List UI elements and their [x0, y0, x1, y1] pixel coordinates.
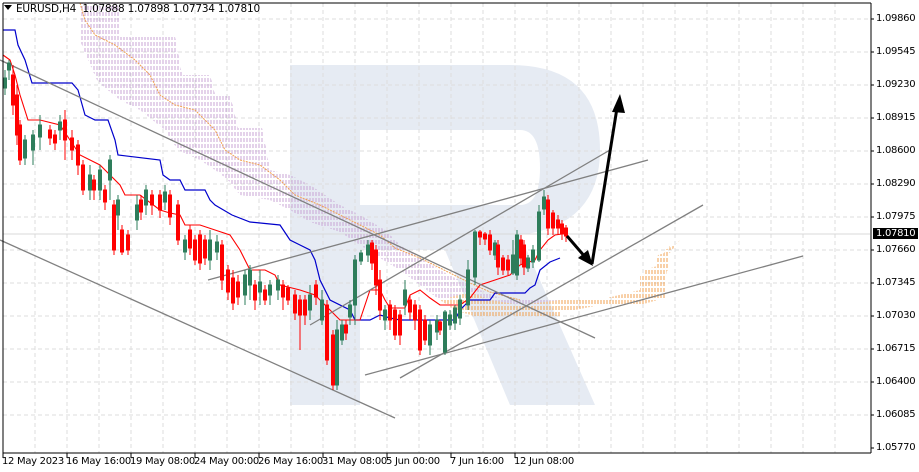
price-label: 1.09230: [876, 79, 916, 90]
ascending-line-1: [309, 149, 611, 326]
time-label: 7 Jun 16:00: [450, 456, 504, 467]
ascending-line-2: [399, 204, 704, 379]
kijun-sen-line: [3, 29, 561, 321]
chart-frame: [2, 2, 872, 454]
arrow-up-head-icon: [612, 94, 625, 113]
current-price-badge: 1.07810: [873, 228, 919, 239]
time-label: 24 May 00:00: [194, 456, 259, 467]
price-label: 1.07975: [876, 211, 916, 222]
price-label: 1.08600: [876, 145, 916, 156]
forecast-arrows: [565, 94, 625, 266]
price-label: 1.06715: [876, 343, 916, 354]
price-label: 1.06400: [876, 376, 916, 387]
candlesticks: [3, 60, 568, 390]
support-line: [364, 255, 804, 376]
symbol-label: EURUSD,H4: [16, 3, 77, 15]
arrow-up-leg: [590, 107, 619, 265]
time-label: 31 May 08:00: [322, 456, 387, 467]
time-label: 19 May 08:00: [130, 456, 195, 467]
time-label: 5 Jun 00:00: [386, 456, 440, 467]
price-label: 1.07345: [876, 277, 916, 288]
price-label: 1.08290: [876, 178, 916, 189]
trendlines: [0, 59, 804, 419]
price-label: 1.05770: [876, 442, 916, 453]
price-label: 1.06085: [876, 409, 916, 420]
price-label: 1.08915: [876, 112, 916, 123]
grid: [3, 3, 870, 453]
x-ticks: [2, 453, 516, 458]
price-label: 1.07660: [876, 244, 916, 255]
chart-header: EURUSD,H4 1.07888 1.07898 1.07734 1.0781…: [4, 3, 260, 15]
price-label: 1.09545: [876, 46, 916, 57]
time-label: 12 May 2023: [2, 456, 64, 467]
channel-upper-line: [0, 59, 596, 339]
watermark-logo: [290, 65, 600, 405]
price-label: 1.07030: [876, 310, 916, 321]
y-ticks: [871, 18, 874, 449]
time-label: 16 May 16:00: [66, 456, 131, 467]
price-label: 1.09860: [876, 13, 916, 24]
resistance-line: [207, 159, 649, 281]
time-label: 26 May 16:00: [258, 456, 323, 467]
arrow-down-head-icon: [578, 250, 593, 266]
dropdown-triangle-icon[interactable]: [4, 5, 12, 10]
ohlc-values: 1.07888 1.07898 1.07734 1.07810: [82, 3, 260, 15]
channel-lower-line: [0, 239, 396, 419]
time-label: 12 Jun 08:00: [514, 456, 574, 467]
